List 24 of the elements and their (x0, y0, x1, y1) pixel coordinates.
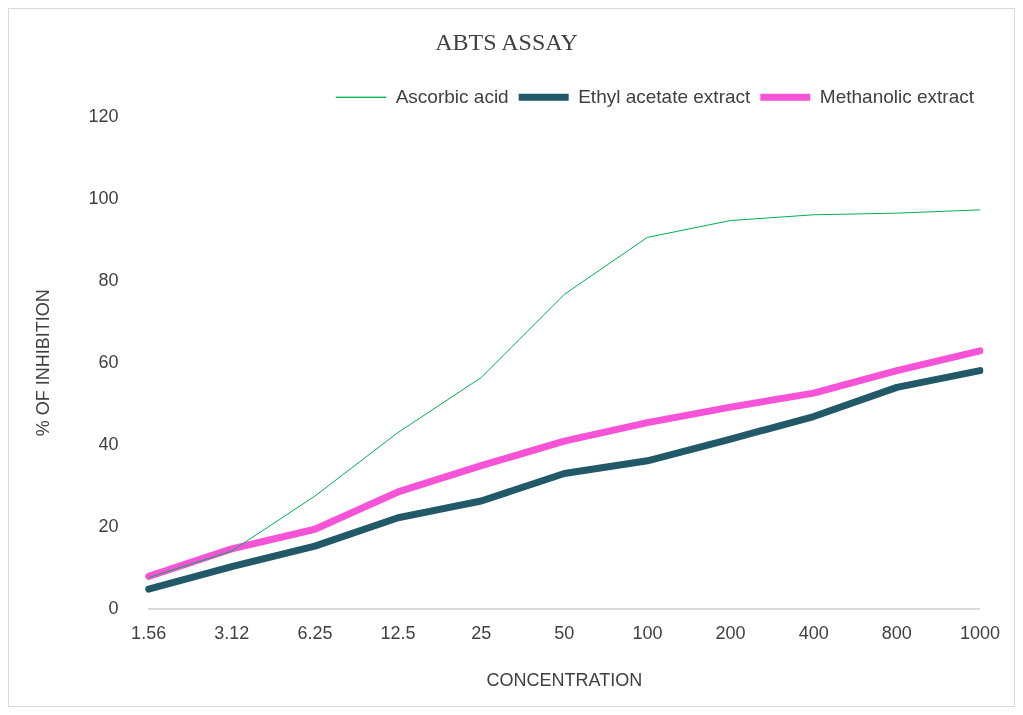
x-tick-label: 25 (471, 622, 492, 643)
x-axis-title: CONCENTRATION (486, 670, 643, 691)
y-tick-label: 120 (88, 105, 119, 126)
x-tick-label: 3.12 (214, 622, 250, 643)
y-tick-label: 40 (98, 433, 119, 454)
x-tick-label: 6.25 (297, 622, 333, 643)
legend-label: Ethyl acetate extract (578, 85, 752, 107)
y-axis-title: % OF INHIBITION (32, 289, 53, 437)
y-tick-label: 20 (98, 515, 119, 536)
x-tick-label: 100 (632, 622, 663, 643)
chart-title: ABTS ASSAY (435, 28, 578, 55)
y-tick-label: 60 (98, 351, 119, 372)
y-tick-label: 0 (108, 597, 119, 618)
legend-label: Methanolic extract (819, 85, 975, 107)
y-tick-label: 100 (88, 187, 119, 208)
x-tick-label: 50 (554, 622, 575, 643)
y-tick-label: 80 (98, 269, 119, 290)
x-tick-label: 400 (798, 622, 829, 643)
x-tick-label: 12.5 (380, 622, 416, 643)
legend-label: Ascorbic acid (395, 85, 509, 107)
x-tick-label: 200 (715, 622, 746, 643)
x-tick-label: 800 (881, 622, 912, 643)
x-tick-label: 1000 (959, 622, 1000, 643)
x-tick-label: 1.56 (131, 622, 167, 643)
